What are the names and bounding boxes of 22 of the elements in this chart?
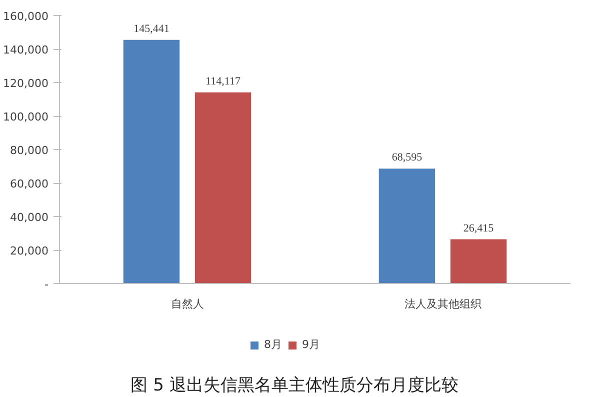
data-label: 145,441	[134, 22, 170, 35]
y-tick-label: 80,000	[10, 144, 49, 158]
y-tick-label: -	[44, 278, 49, 292]
data-label: 68,595	[392, 152, 423, 164]
text: 图 5 退出失信黑名单主体性质分布月度比较	[130, 376, 458, 396]
bar	[194, 92, 252, 284]
data-label: 114,117	[206, 75, 241, 88]
y-tick-label: 60,000	[10, 178, 49, 191]
data-label: 26,415	[463, 222, 494, 234]
legend-label: 9月	[302, 337, 321, 352]
y-tick-label: 120,000	[3, 77, 49, 90]
y-tick-label: 100,000	[3, 110, 49, 124]
y-tick-label: 20,000	[10, 244, 49, 258]
y-tick-label: 160,000	[3, 10, 49, 23]
y-tick-label: 140,000	[3, 44, 49, 57]
bar	[450, 239, 507, 284]
y-tick-label: 40,000	[10, 211, 49, 224]
x-tick-label: 法人及其他组织	[404, 298, 482, 311]
legend-label: 8月	[264, 337, 283, 352]
bar	[378, 168, 436, 284]
x-tick-label: 自然人	[170, 298, 204, 311]
bar	[123, 40, 180, 284]
